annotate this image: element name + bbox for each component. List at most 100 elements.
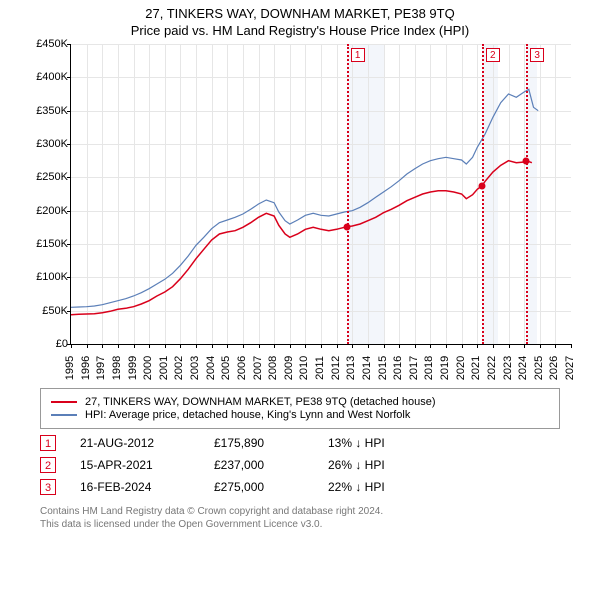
- sale-point: [343, 223, 350, 230]
- x-axis-label: 2026: [548, 356, 560, 380]
- event-marker-line: [482, 44, 484, 344]
- x-tick: [415, 344, 416, 348]
- y-axis-label: £100K: [20, 271, 68, 283]
- x-axis-label: 2013: [345, 356, 357, 380]
- x-axis-label: 2022: [486, 356, 498, 380]
- x-tick: [368, 344, 369, 348]
- x-axis-label: 2009: [283, 356, 295, 380]
- legend-item: 27, TINKERS WAY, DOWNHAM MARKET, PE38 9T…: [51, 396, 549, 408]
- legend-label: HPI: Average price, detached house, King…: [85, 409, 410, 421]
- y-axis-label: £250K: [20, 171, 68, 183]
- x-tick: [274, 344, 275, 348]
- x-tick: [165, 344, 166, 348]
- x-axis-label: 2017: [408, 356, 420, 380]
- x-tick: [446, 344, 447, 348]
- x-tick: [384, 344, 385, 348]
- x-tick: [259, 344, 260, 348]
- x-axis-label: 2014: [361, 356, 373, 380]
- legend-label: 27, TINKERS WAY, DOWNHAM MARKET, PE38 9T…: [85, 396, 436, 408]
- x-tick: [571, 344, 572, 348]
- footer-attribution: Contains HM Land Registry data © Crown c…: [40, 505, 560, 531]
- x-axis-label: 1999: [127, 356, 139, 380]
- y-axis-label: £0: [20, 338, 68, 350]
- event-date: 15-APR-2021: [80, 458, 190, 472]
- x-axis-label: 1996: [80, 356, 92, 380]
- x-tick: [290, 344, 291, 348]
- event-marker-badge: 1: [351, 48, 365, 62]
- x-axis-label: 2004: [205, 356, 217, 380]
- event-date: 16-FEB-2024: [80, 480, 190, 494]
- event-delta: 22% ↓ HPI: [328, 480, 428, 494]
- x-axis-label: 2002: [173, 356, 185, 380]
- y-axis-label: £200K: [20, 205, 68, 217]
- x-tick: [524, 344, 525, 348]
- event-price: £275,000: [214, 480, 304, 494]
- x-tick: [102, 344, 103, 348]
- x-axis-label: 1998: [111, 356, 123, 380]
- series-svg: [71, 44, 571, 344]
- chart-title-address: 27, TINKERS WAY, DOWNHAM MARKET, PE38 9T…: [0, 6, 600, 21]
- x-tick: [196, 344, 197, 348]
- y-axis-label: £50K: [20, 305, 68, 317]
- sale-point: [523, 157, 530, 164]
- x-axis-label: 2011: [314, 356, 326, 380]
- x-tick: [180, 344, 181, 348]
- x-axis-label: 2005: [220, 356, 232, 380]
- x-axis-label: 2000: [142, 356, 154, 380]
- y-axis-label: £150K: [20, 238, 68, 250]
- event-price: £237,000: [214, 458, 304, 472]
- x-axis-label: 2025: [533, 356, 545, 380]
- legend-swatch: [51, 401, 77, 403]
- x-tick: [227, 344, 228, 348]
- x-axis-label: 2012: [330, 356, 342, 380]
- x-axis-label: 2020: [455, 356, 467, 380]
- y-axis-label: £350K: [20, 105, 68, 117]
- x-tick: [462, 344, 463, 348]
- x-axis-label: 2001: [158, 356, 170, 380]
- sale-point: [478, 183, 485, 190]
- event-price: £175,890: [214, 436, 304, 450]
- event-delta: 26% ↓ HPI: [328, 458, 428, 472]
- event-row: 2 15-APR-2021 £237,000 26% ↓ HPI: [40, 457, 560, 473]
- event-marker-badge: 3: [530, 48, 544, 62]
- plot-area: 1 2 3: [70, 44, 571, 345]
- x-axis-label: 2027: [564, 356, 576, 380]
- event-marker-badge: 2: [486, 48, 500, 62]
- x-tick: [399, 344, 400, 348]
- legend-item: HPI: Average price, detached house, King…: [51, 409, 549, 421]
- x-axis-label: 1995: [64, 356, 76, 380]
- event-row: 121-AUG-2012£175,89013% ↓ HPI: [40, 435, 560, 451]
- event-badge: 2: [40, 457, 56, 473]
- event-list: 121-AUG-2012£175,89013% ↓ HPI215-APR-202…: [40, 435, 560, 495]
- chart-title-block: 27, TINKERS WAY, DOWNHAM MARKET, PE38 9T…: [0, 0, 600, 38]
- event-date: 21-AUG-2012: [80, 436, 190, 450]
- x-tick: [71, 344, 72, 348]
- y-axis-label: £300K: [20, 138, 68, 150]
- x-axis-label: 1997: [95, 356, 107, 380]
- footer-line-2: This data is licensed under the Open Gov…: [40, 518, 560, 531]
- x-axis-label: 2021: [470, 356, 482, 380]
- chart-container: 1 2 3 £0 £50K £100K £150K £200K £250K £300K £350K…: [20, 44, 580, 384]
- x-axis-label: 2019: [439, 356, 451, 380]
- x-axis-label: 2007: [252, 356, 264, 380]
- x-tick: [477, 344, 478, 348]
- x-tick: [540, 344, 541, 348]
- x-tick: [430, 344, 431, 348]
- x-tick: [243, 344, 244, 348]
- x-tick: [337, 344, 338, 348]
- event-badge: 3: [40, 479, 56, 495]
- x-axis-label: 2016: [392, 356, 404, 380]
- x-tick: [321, 344, 322, 348]
- x-tick: [118, 344, 119, 348]
- chart-title-subtitle: Price paid vs. HM Land Registry's House …: [0, 23, 600, 38]
- y-axis-label: £400K: [20, 71, 68, 83]
- event-delta: 13% ↓ HPI: [328, 436, 428, 450]
- x-tick: [305, 344, 306, 348]
- x-axis-label: 2024: [517, 356, 529, 380]
- legend-box: 27, TINKERS WAY, DOWNHAM MARKET, PE38 9T…: [40, 388, 560, 429]
- x-tick: [134, 344, 135, 348]
- x-tick: [493, 344, 494, 348]
- legend-swatch: [51, 414, 77, 416]
- series-line-subject: [71, 161, 532, 315]
- x-tick: [509, 344, 510, 348]
